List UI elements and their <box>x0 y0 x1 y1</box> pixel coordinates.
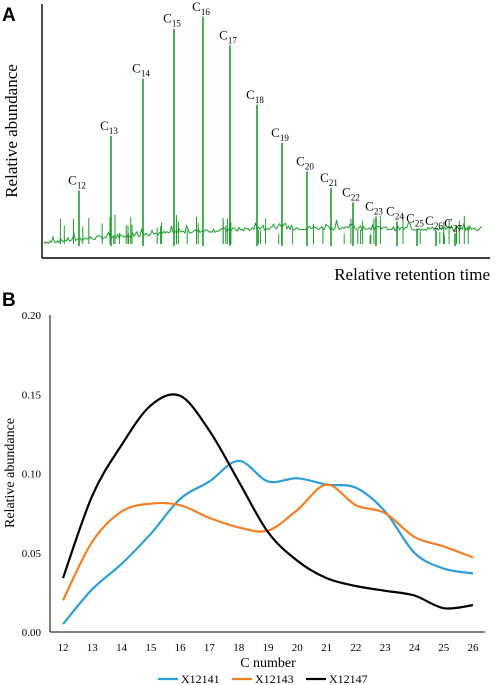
peak-label-c25: C25 <box>406 211 424 229</box>
peak-label-c19: C19 <box>271 125 289 143</box>
x-tick-label: 23 <box>380 642 392 654</box>
peak-label-c20: C20 <box>296 154 314 172</box>
peak-label-c27: C27 <box>444 215 462 233</box>
peak-label-c21: C21 <box>320 170 338 188</box>
x-tick-label: 22 <box>350 642 361 654</box>
x-tick-label: 20 <box>292 642 304 654</box>
x-tick-label: 13 <box>87 642 99 654</box>
legend-label-x12143: X12143 <box>255 672 294 685</box>
peak-label-c12: C12 <box>68 173 86 191</box>
x-tick-label: 15 <box>145 642 157 654</box>
panel-b: B 0.00 0.05 0.10 0.15 0.20 12 13 14 15 16 17 18 19 2… <box>2 290 485 685</box>
x-tick-label: 21 <box>321 642 332 654</box>
y-tick-label: 0.00 <box>22 627 42 639</box>
peak-label-c26: C26 <box>425 213 443 231</box>
peak-label-c17: C17 <box>219 27 237 45</box>
y-tick-label: 0.20 <box>22 310 42 322</box>
peak-label-c15: C15 <box>163 11 181 29</box>
x-tick-label: 14 <box>116 642 128 654</box>
panel-a: A Relative abundance Relative retention … <box>2 0 490 284</box>
legend-label-x12147: X12147 <box>329 672 368 685</box>
peak-label-c22: C22 <box>342 184 360 202</box>
peak-label-c16: C16 <box>192 0 210 17</box>
series-lines <box>61 393 474 625</box>
panel-b-x-label: C number <box>240 656 296 671</box>
x-tick-label: 18 <box>233 642 245 654</box>
peak-label-c18: C18 <box>246 87 264 105</box>
panel-a-letter: A <box>2 5 16 26</box>
x-tick-label: 26 <box>468 642 480 654</box>
series-line-x12141 <box>62 459 474 625</box>
y-tick-label: 0.10 <box>22 469 42 481</box>
chromatogram <box>43 16 483 246</box>
peak-label-c24: C24 <box>386 203 404 221</box>
peak-label-c14: C14 <box>132 61 150 79</box>
x-tick-label: 16 <box>175 642 187 654</box>
legend-label-x12141: X12141 <box>181 672 220 685</box>
y-tick-label: 0.05 <box>22 548 42 560</box>
x-tick-label: 19 <box>263 642 275 654</box>
x-tick-label: 25 <box>438 642 450 654</box>
x-tick-label: 24 <box>409 642 421 654</box>
x-tick-label: 12 <box>58 642 69 654</box>
panel-a-x-label: Relative retention time <box>334 265 490 284</box>
panel-a-y-label: Relative abundance <box>2 64 21 198</box>
x-tick-labels: 12 13 14 15 16 17 18 19 20 21 22 23 24 25 26 <box>58 642 480 654</box>
panel-b-y-label: Relative abundance <box>3 418 18 528</box>
peak-label-c23: C23 <box>365 199 383 217</box>
x-tick-label: 17 <box>204 642 216 654</box>
y-tick-label: 0.15 <box>22 389 42 401</box>
series-line-x12147 <box>61 393 474 610</box>
chromatogram-baseline <box>43 220 483 245</box>
peak-label-c13: C13 <box>100 118 118 136</box>
series-line-x12143 <box>62 483 474 601</box>
y-tick-labels: 0.00 0.05 0.10 0.15 0.20 <box>22 310 42 639</box>
panel-b-letter: B <box>2 290 16 311</box>
legend: X12141 X12143 X12147 <box>158 672 368 685</box>
